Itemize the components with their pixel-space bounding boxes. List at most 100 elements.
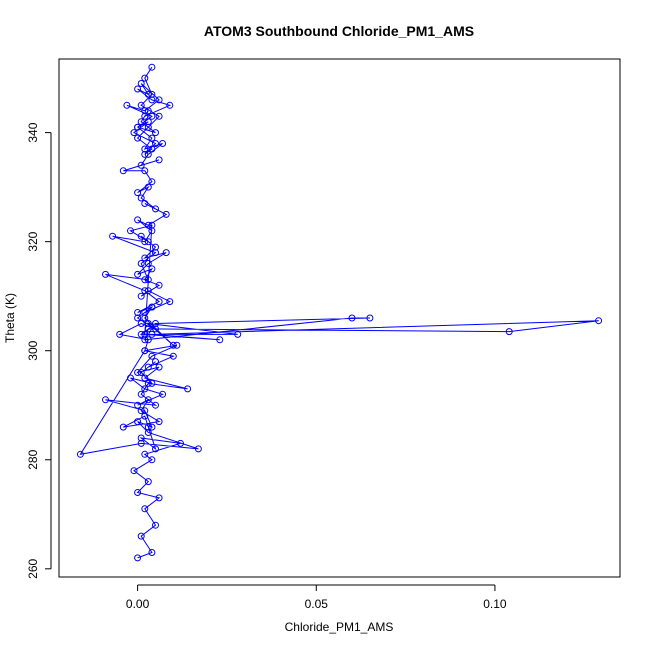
data-point <box>141 200 149 207</box>
data-point <box>159 390 167 398</box>
data-point <box>159 140 167 147</box>
data-point <box>155 112 163 120</box>
data-point <box>134 134 142 142</box>
chart-title: ATOM3 Southbound Chloride_PM1_AMS <box>204 23 474 39</box>
data-point <box>148 63 156 71</box>
data-point <box>144 107 152 115</box>
data-point <box>130 467 138 475</box>
data-point <box>144 183 152 191</box>
data-point <box>109 232 117 240</box>
data-point <box>130 129 138 137</box>
y-tick-label: 340 <box>26 122 40 142</box>
data-point <box>134 369 142 376</box>
y-tick-label: 300 <box>26 340 40 360</box>
data-point <box>169 341 177 349</box>
data-point <box>505 328 513 336</box>
data-point <box>137 118 145 126</box>
data-point <box>152 325 159 333</box>
data-point <box>144 260 152 267</box>
data-point <box>141 287 149 295</box>
data-point <box>137 434 145 442</box>
data-point <box>152 140 159 147</box>
data-point <box>134 85 142 93</box>
data-point <box>144 238 152 246</box>
data-point <box>366 314 374 322</box>
data-point <box>152 205 159 213</box>
x-tick-label: 0.10 <box>483 597 507 611</box>
data-point <box>144 150 152 158</box>
series-line <box>79 66 599 559</box>
data-point <box>141 150 149 158</box>
data-point <box>144 429 152 436</box>
data-point <box>102 396 109 404</box>
data-point <box>137 260 145 267</box>
data-point <box>144 320 152 327</box>
data-point <box>152 320 159 327</box>
data-point <box>141 276 149 284</box>
data-point <box>134 489 142 496</box>
data-point <box>141 336 149 344</box>
data-point <box>148 549 156 556</box>
data-point <box>152 358 159 366</box>
y-axis: 260 280 300 320 340 <box>26 122 52 579</box>
data-point <box>134 418 142 426</box>
data-point <box>169 352 177 360</box>
data-point <box>155 96 163 104</box>
data-point <box>148 265 156 273</box>
data-point <box>152 521 159 529</box>
data-point <box>141 407 149 415</box>
data-point <box>148 330 156 338</box>
plot-frame <box>58 58 621 578</box>
data-point <box>137 161 145 169</box>
data-point <box>152 445 159 453</box>
data-point <box>144 478 152 486</box>
data-point <box>134 401 142 409</box>
data-point <box>155 298 163 306</box>
data-point <box>141 505 149 513</box>
data-point <box>144 363 152 371</box>
data-point <box>137 194 145 202</box>
data-point <box>144 90 152 98</box>
y-tick-label: 320 <box>26 231 40 251</box>
data-point <box>137 232 145 240</box>
data-point <box>148 227 156 235</box>
x-tick-label: 0.00 <box>126 597 150 611</box>
data-point <box>144 325 152 333</box>
data-point <box>144 287 152 295</box>
data-point <box>119 423 127 431</box>
data-point <box>123 101 131 109</box>
data-point <box>137 101 145 109</box>
data-point <box>148 423 156 431</box>
data-point <box>137 292 145 300</box>
data-point <box>152 129 159 137</box>
data-point <box>152 249 159 257</box>
data-point <box>162 210 170 218</box>
series-group <box>76 63 603 562</box>
data-point <box>134 123 142 131</box>
data-point <box>155 281 163 289</box>
data-point <box>148 112 156 120</box>
data-point <box>148 145 156 153</box>
data-point <box>162 249 170 257</box>
data-point <box>141 74 149 82</box>
data-point <box>148 178 156 186</box>
data-point <box>166 101 174 109</box>
data-point <box>137 407 145 415</box>
data-point <box>152 401 159 409</box>
data-point <box>184 385 192 393</box>
data-point <box>144 423 152 431</box>
data-point <box>144 221 152 229</box>
data-point <box>119 167 127 175</box>
data-point <box>141 254 149 262</box>
data-point <box>148 456 156 464</box>
data-point <box>595 317 603 325</box>
data-point <box>137 369 145 376</box>
data-point <box>155 418 163 426</box>
data-point <box>155 363 163 371</box>
data-point <box>137 330 145 338</box>
data-point <box>134 554 142 562</box>
data-point <box>141 374 149 382</box>
data-point <box>134 309 142 316</box>
data-point <box>144 276 152 284</box>
y-tick-label: 260 <box>26 558 40 578</box>
